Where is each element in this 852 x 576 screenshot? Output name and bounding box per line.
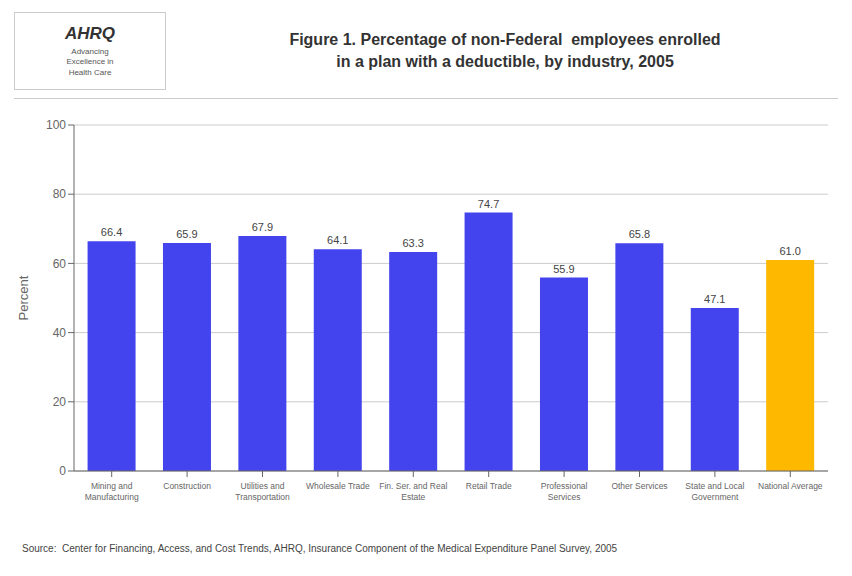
svg-text:Fin. Ser. and RealEstate: Fin. Ser. and RealEstate: [379, 481, 447, 502]
svg-text:67.9: 67.9: [252, 221, 273, 233]
svg-text:Utilities andTransportation: Utilities andTransportation: [235, 481, 290, 502]
svg-text:Construction: Construction: [163, 481, 211, 491]
svg-text:National Average: National Average: [758, 481, 823, 491]
svg-text:80: 80: [53, 187, 67, 201]
html-text:Advancing Excellence in Health: Advancing Excellence in Health Care: [66, 46, 114, 77]
svg-text:0: 0: [59, 464, 66, 478]
svg-text:47.1: 47.1: [704, 293, 725, 305]
html-text:AHRQ: AHRQ: [65, 23, 115, 43]
html-text:Source: Center for Financing,: Source: Center for Financing, Access, an…: [22, 543, 618, 554]
svg-text:Retail Trade: Retail Trade: [466, 481, 512, 491]
svg-text:20: 20: [53, 395, 67, 409]
svg-text:Wholesale Trade: Wholesale Trade: [306, 481, 370, 491]
svg-text:65.8: 65.8: [629, 228, 650, 240]
svg-text:61.0: 61.0: [779, 245, 800, 257]
svg-text:60: 60: [53, 257, 67, 271]
svg-text:ProfessionalServices: ProfessionalServices: [541, 481, 588, 502]
svg-text:66.4: 66.4: [101, 226, 122, 238]
svg-text:74.7: 74.7: [478, 198, 499, 210]
svg-text:Mining andManufacturing: Mining andManufacturing: [85, 481, 139, 502]
html-text:in a plan with a deductible, b: in a plan with a deductible, by industry…: [336, 53, 674, 70]
svg-text:State and LocalGovernment: State and LocalGovernment: [685, 481, 744, 502]
svg-text:Other Services: Other Services: [611, 481, 667, 491]
svg-text:63.3: 63.3: [402, 237, 423, 249]
svg-text:100: 100: [46, 118, 66, 132]
html-text:Figure 1. Percentage of non-Fe: Figure 1. Percentage of non-Federal empl…: [289, 30, 721, 48]
svg-text:55.9: 55.9: [553, 263, 574, 275]
svg-text:65.9: 65.9: [176, 228, 197, 240]
svg-text:Percent: Percent: [16, 275, 31, 320]
svg-text:64.1: 64.1: [327, 234, 348, 246]
svg-text:40: 40: [53, 326, 67, 340]
